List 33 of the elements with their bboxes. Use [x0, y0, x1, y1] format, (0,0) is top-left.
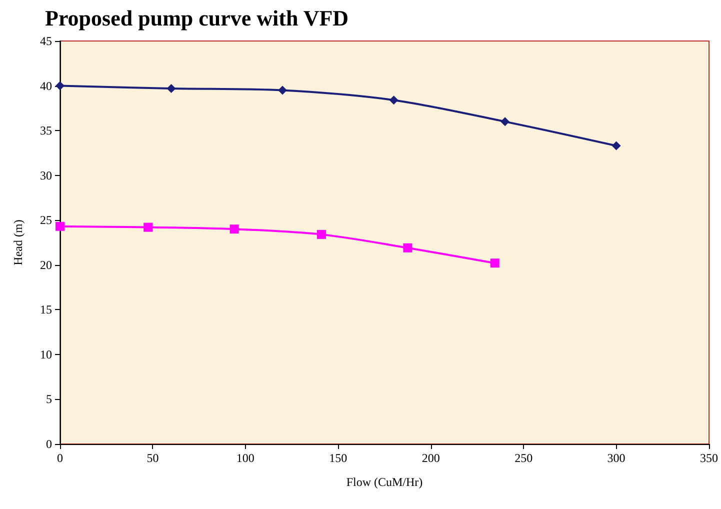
- x-tick-label: 250: [514, 451, 533, 465]
- point: [500, 117, 510, 126]
- x-tick-label: 200: [422, 451, 440, 465]
- point: [230, 224, 239, 234]
- y-tick-label: 25: [40, 213, 52, 228]
- x-tick-label: 300: [607, 451, 626, 465]
- point: [403, 243, 412, 252]
- x-tick-label: 50: [146, 451, 159, 465]
- point: [389, 96, 398, 105]
- point: [316, 230, 326, 239]
- y-tick-label: 5: [46, 392, 52, 406]
- y-tick-label: 0: [46, 437, 52, 451]
- y-axis-title: Head (m): [11, 220, 25, 266]
- point: [56, 222, 64, 231]
- y-tick-label: 45: [40, 34, 52, 48]
- point: [612, 141, 621, 150]
- y-tick-label: 20: [40, 258, 52, 272]
- x-tick-label: 350: [700, 451, 718, 465]
- y-tick-label: 40: [40, 78, 52, 93]
- y-tick-label: 10: [40, 347, 52, 362]
- x-tick-label: 150: [329, 451, 348, 465]
- x-tick-label: 0: [57, 451, 63, 465]
- point: [278, 86, 288, 95]
- x-tick-label: 100: [236, 451, 254, 465]
- y-tick-label: 15: [40, 302, 52, 317]
- point: [490, 258, 500, 268]
- point: [56, 81, 64, 90]
- point: [166, 84, 176, 93]
- x-axis-title: Flow (CuM/Hr): [346, 475, 423, 489]
- point: [144, 222, 153, 232]
- y-tick-label: 30: [40, 168, 52, 182]
- y-tick-label: 35: [40, 124, 52, 138]
- chart-title: Proposed pump curve with VFD: [45, 6, 349, 30]
